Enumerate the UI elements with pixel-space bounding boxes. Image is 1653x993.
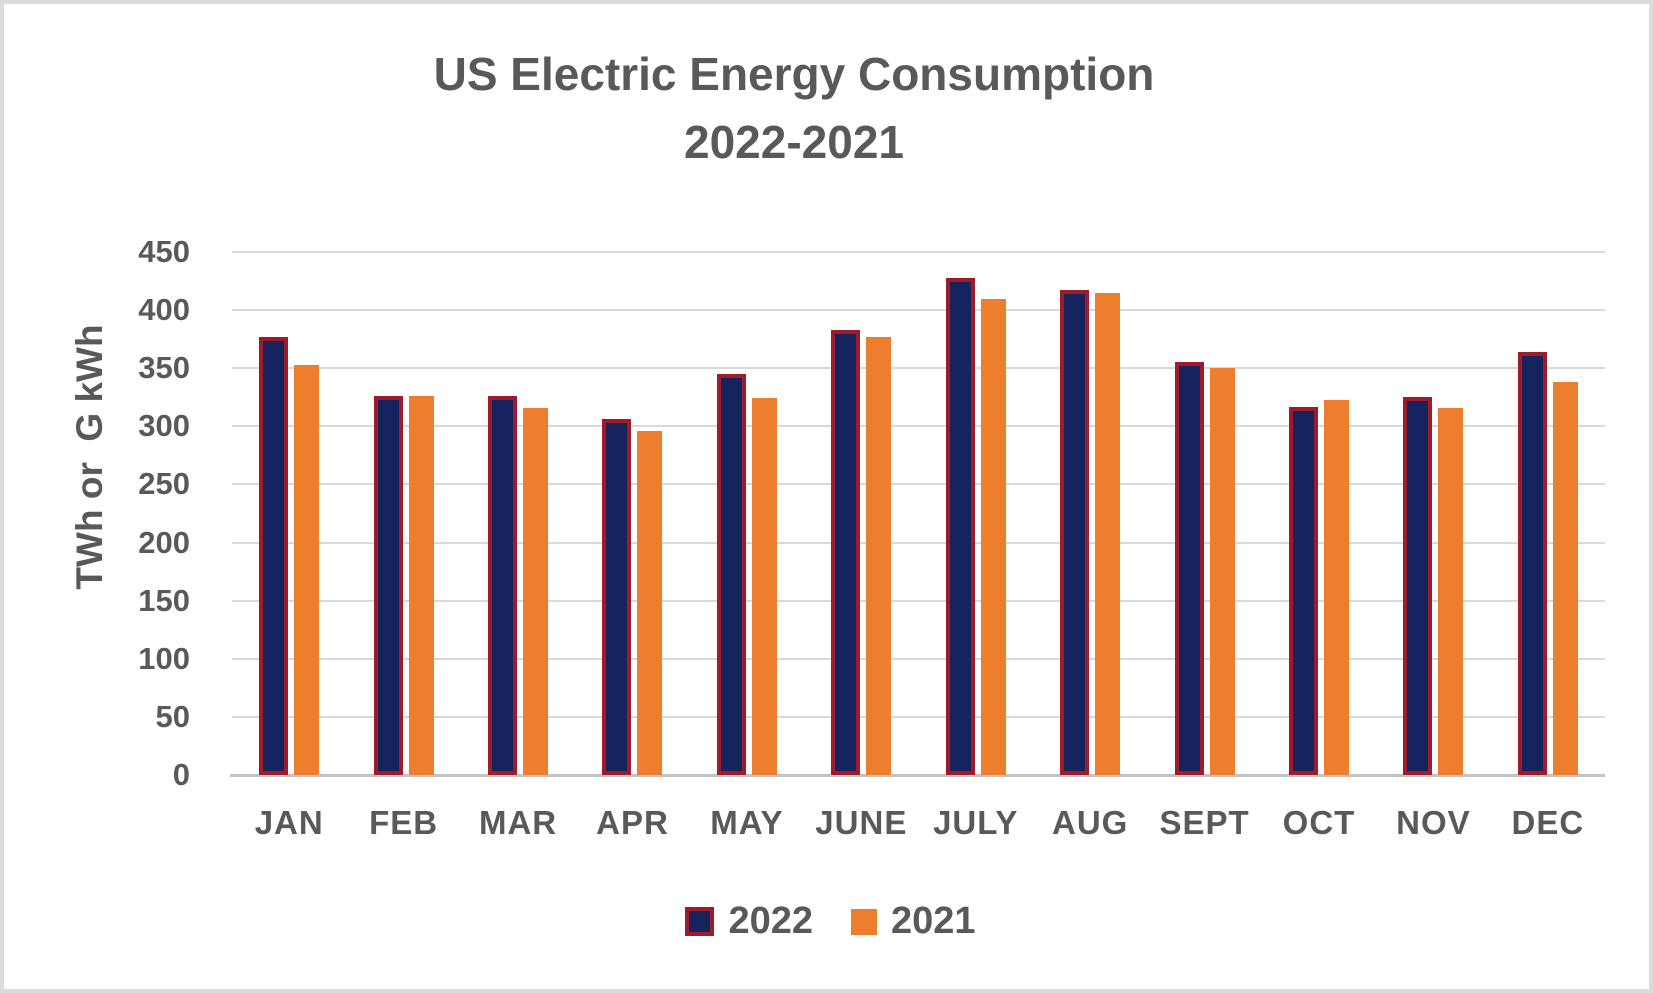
bar-2022-feb [373,396,403,775]
bar-2022-aug [1060,290,1090,775]
bar-2021-feb [408,396,434,775]
bar-2021-aug [1095,292,1121,775]
gridline-50 [232,715,1605,718]
bar-group-aug [1033,252,1147,775]
gridline-450 [232,251,1605,253]
x-tick-june: JUNE [815,804,908,841]
bar-group-mar [461,252,575,775]
bar-2022-oct [1289,406,1318,775]
bar-groups [232,252,1605,775]
y-tick-50: 50 [155,698,190,734]
bar-group-apr [575,252,689,775]
bar-2021-june [866,336,892,775]
y-tick-350: 350 [138,350,190,386]
y-axis-tick-labels: 450 400 350 300 250 200 150 100 50 0 [4,4,216,989]
x-tick-nov: NOV [1396,804,1471,841]
x-tick-sept: SEPT [1159,804,1250,841]
chart-title-line2: 2022-2021 [684,116,904,168]
bar-2022-jan [259,336,289,775]
x-tick-july: JULY [933,804,1019,841]
legend: 2022 2021 [4,900,1649,943]
bar-2022-apr [602,419,632,775]
bar-2022-nov [1403,397,1433,775]
bar-group-oct [1262,252,1376,775]
bar-2021-apr [637,430,663,775]
x-tick-jan: JAN [254,804,324,841]
bar-2022-june [831,329,861,775]
legend-item-2021: 2021 [851,900,976,943]
bar-2021-dec [1552,382,1578,775]
y-tick-450: 450 [138,234,190,269]
y-tick-400: 400 [138,292,190,328]
legend-label-2021: 2021 [891,900,976,942]
gridline-150 [232,599,1605,602]
bar-group-nov [1376,252,1490,775]
bar-group-jan [232,252,346,775]
gridline-350 [232,367,1605,370]
bar-2021-jan [294,364,320,775]
x-tick-apr: APR [596,804,669,841]
bar-group-sept [1147,252,1261,775]
y-tick-100: 100 [138,640,190,676]
bar-2022-mar [488,396,518,775]
bar-2022-july [945,277,975,775]
y-tick-250: 250 [138,466,190,502]
x-axis-tick-labels: JAN FEB MAR APR MAY JUNE JULY AUG SEPT OCT NOV DEC [232,804,1605,842]
x-tick-aug: AUG [1051,804,1129,841]
chart-title: US Electric Energy Consumption 2022-2021 [4,40,1584,176]
chart-title-line1: US Electric Energy Consumption [433,48,1155,100]
legend-swatch-2022 [685,907,715,936]
bar-2021-july [980,298,1006,775]
gridline-400 [232,309,1605,312]
bar-2022-dec [1517,351,1547,775]
bar-2022-may [716,374,746,775]
bar-group-may [690,252,804,775]
bar-2021-mar [523,407,549,775]
bar-group-feb [346,252,460,775]
bar-2021-may [751,398,777,775]
x-tick-feb: FEB [369,804,439,841]
bar-2022-sept [1174,362,1204,775]
bar-2021-nov [1438,407,1464,775]
x-tick-dec: DEC [1511,804,1585,841]
gridline-300 [232,425,1605,428]
y-tick-150: 150 [138,582,190,618]
legend-swatch-2021 [851,908,877,935]
legend-item-2022: 2022 [685,900,813,943]
bar-2021-oct [1324,399,1349,775]
y-tick-200: 200 [138,524,190,560]
bar-group-dec [1491,252,1605,775]
x-axis-line [230,774,1605,777]
gridline-200 [232,541,1605,544]
y-tick-300: 300 [138,408,190,444]
x-tick-mar: MAR [478,804,558,841]
plot-area [230,251,1605,777]
bar-group-june [804,252,918,775]
x-tick-oct: OCT [1282,804,1356,841]
y-tick-0: 0 [172,757,190,792]
x-tick-may: MAY [710,804,784,841]
legend-label-2022: 2022 [728,900,813,942]
gridline-100 [232,657,1605,660]
bar-2021-sept [1209,368,1235,775]
gridline-250 [232,483,1605,486]
bar-group-july [919,252,1033,775]
